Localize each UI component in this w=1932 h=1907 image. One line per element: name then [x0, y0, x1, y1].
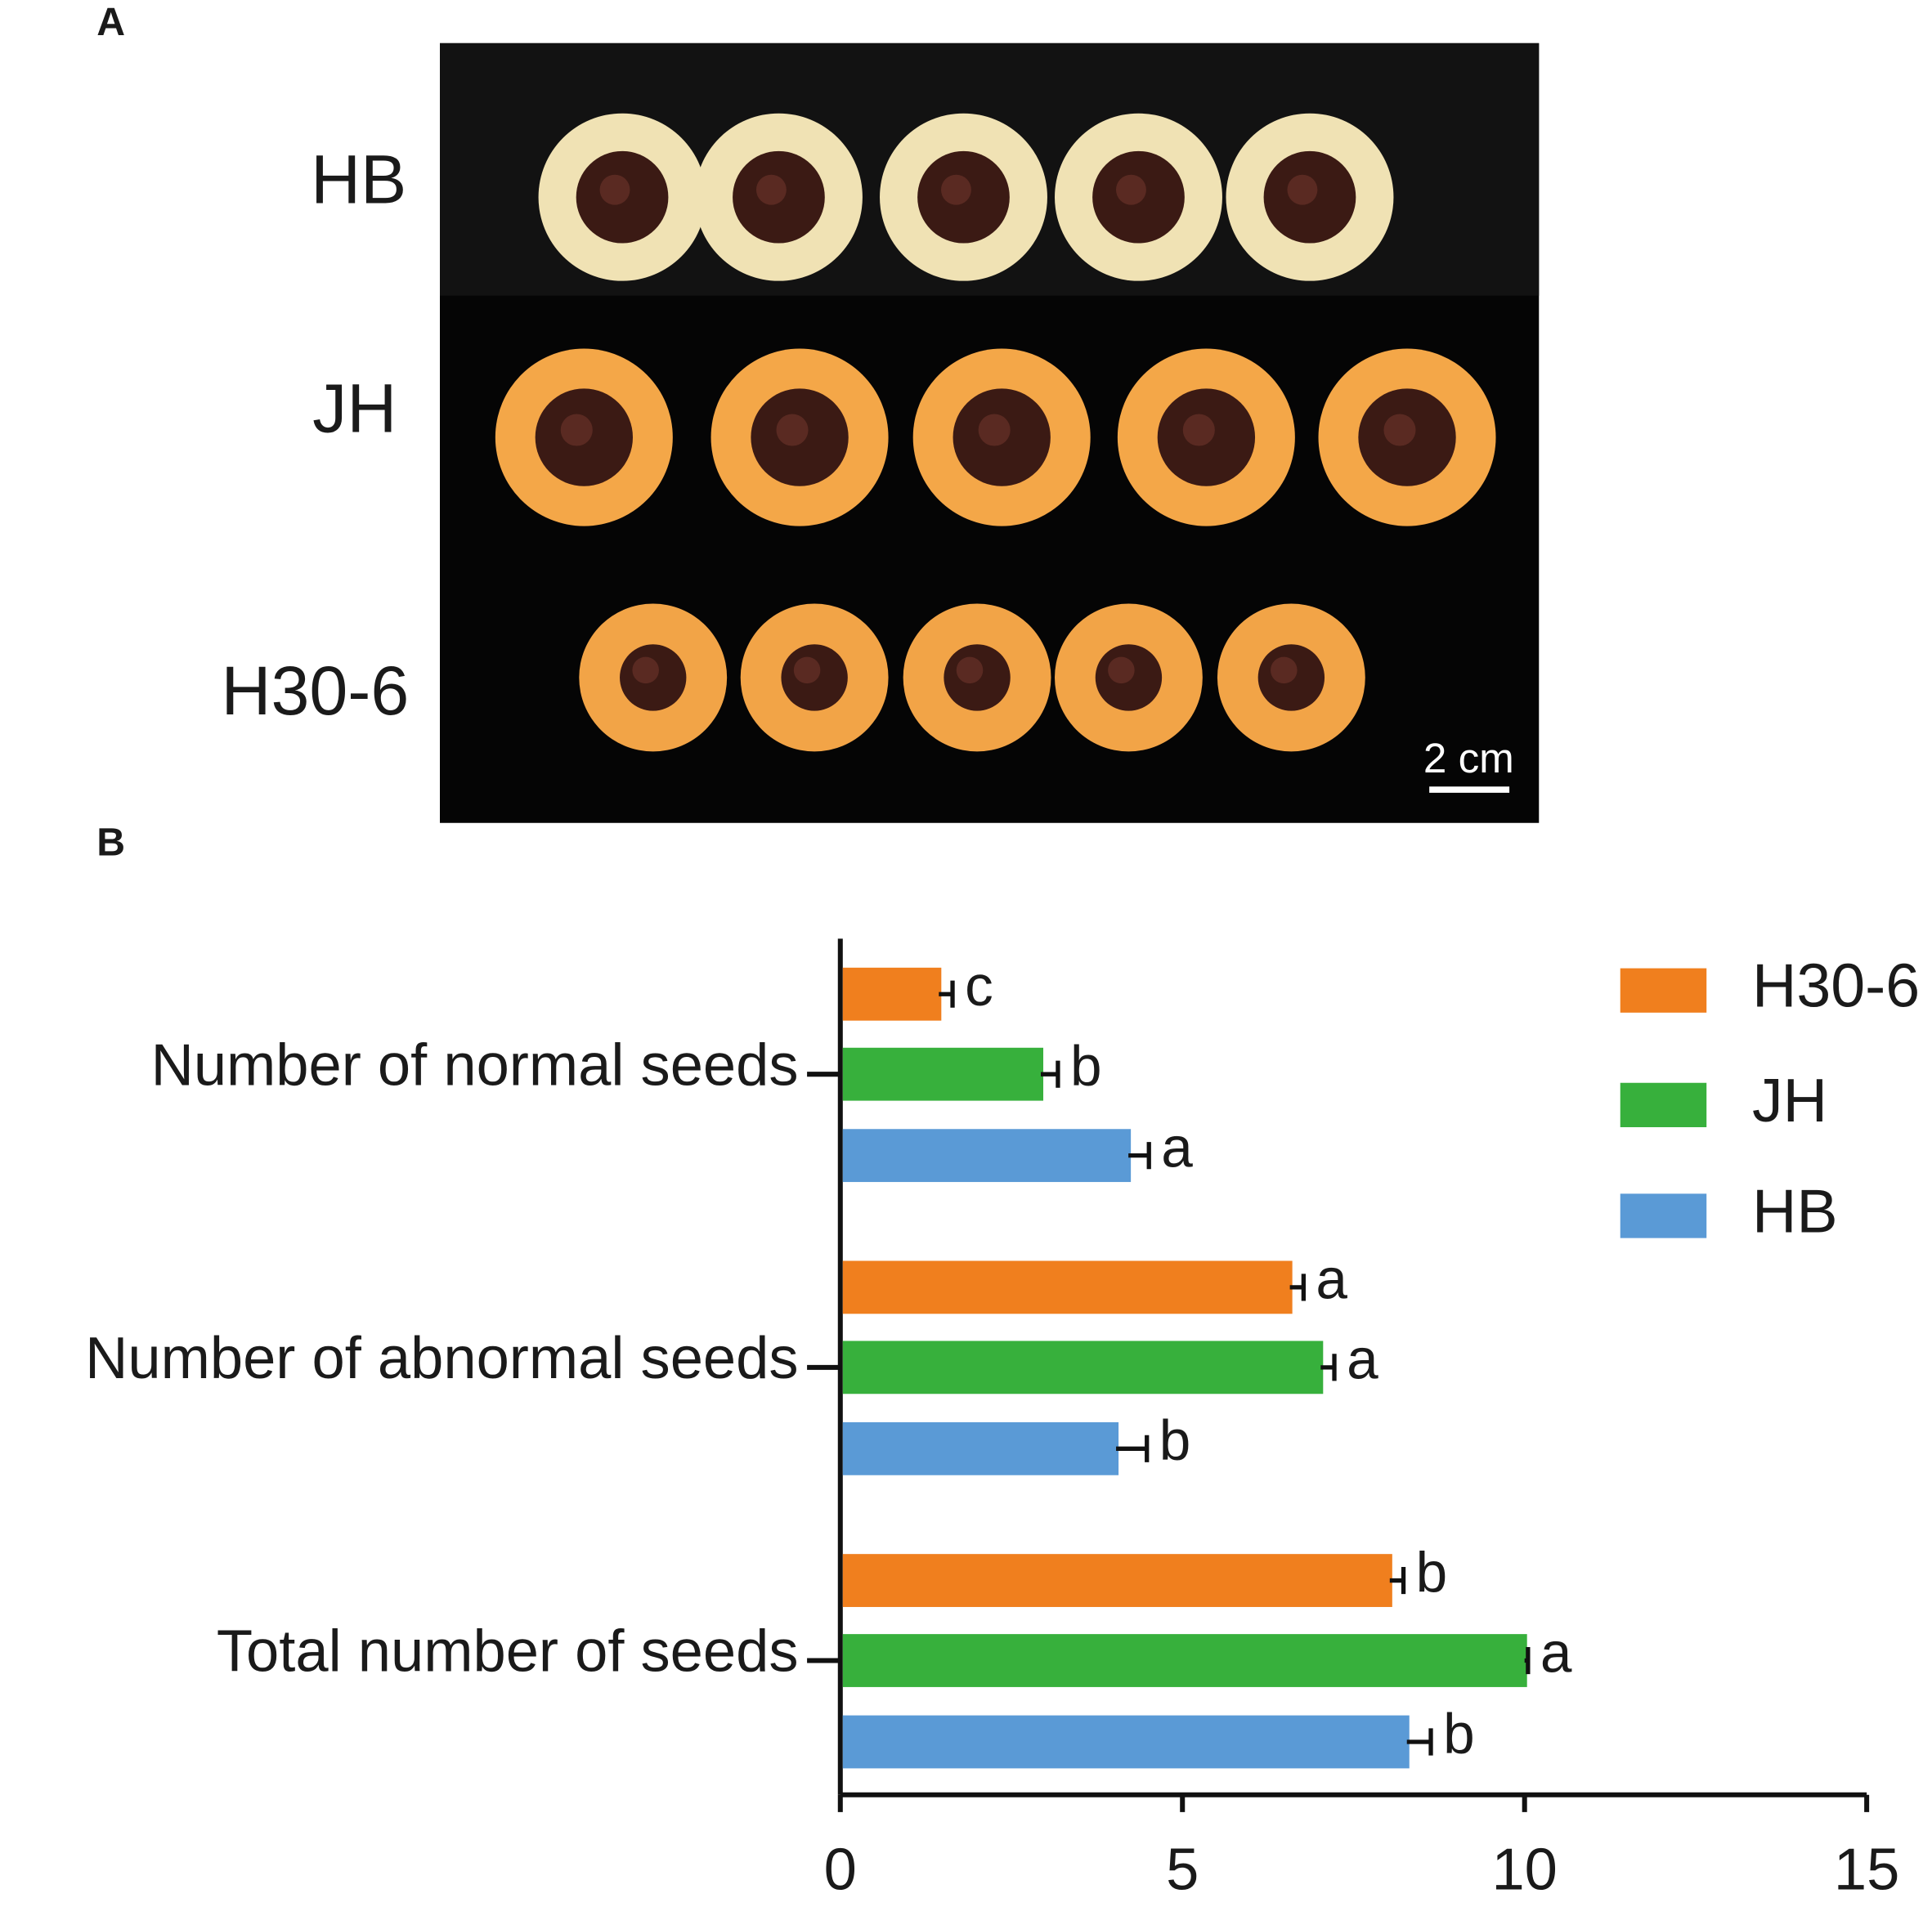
seed-highlight [776, 414, 809, 446]
bar [842, 1047, 1044, 1101]
bar [842, 1715, 1410, 1769]
seed-highlight [978, 414, 1011, 446]
y-tick-label: Number of abnormal seeds [85, 1326, 798, 1391]
legend-swatch [1620, 968, 1707, 1013]
y-tick-label: Number of normal seeds [151, 1032, 799, 1098]
bar [842, 967, 942, 1021]
legend-label: HB [1752, 1176, 1838, 1245]
error-bar [1524, 1646, 1531, 1675]
significance-letter: b [1443, 1702, 1475, 1766]
bar [842, 1421, 1119, 1475]
seed-highlight [632, 656, 659, 684]
error-bar [1389, 1566, 1406, 1595]
panel-label: A [96, 0, 125, 44]
significance-letter: a [1347, 1327, 1378, 1391]
seed-highlight [1115, 174, 1146, 205]
panel-label: B [96, 821, 125, 865]
error-bar [1289, 1274, 1306, 1301]
legend-label: H30-6 [1752, 951, 1920, 1020]
photo: 2 cm [440, 43, 1540, 823]
seed-highlight [1383, 414, 1416, 446]
bar [842, 1260, 1293, 1314]
seed-highlight [560, 414, 593, 446]
error-bar [1116, 1435, 1150, 1462]
x-tick-label: 5 [1166, 1837, 1199, 1902]
seed-highlight [1287, 174, 1318, 205]
fruits [495, 113, 1496, 752]
scale-bar-label: 2 cm [1423, 735, 1514, 781]
significance-letter: a [1540, 1620, 1572, 1684]
legend-label: JH [1752, 1066, 1827, 1135]
seed-highlight [793, 656, 821, 684]
significance-letter: b [1416, 1540, 1448, 1604]
bar [842, 1129, 1132, 1183]
error-bar [1406, 1728, 1433, 1756]
row-label: HB [311, 141, 406, 217]
seed-highlight [940, 174, 971, 205]
row-label: H30-6 [222, 652, 410, 729]
significance-letter: c [965, 954, 993, 1018]
row-label: JH [312, 370, 397, 447]
legend-swatch [1620, 1082, 1707, 1127]
seed-highlight [599, 174, 630, 205]
error-bar [1040, 1060, 1060, 1088]
significance-letter: b [1159, 1408, 1191, 1472]
error-bar [1128, 1142, 1151, 1170]
error-bar [1320, 1354, 1337, 1381]
significance-letter: a [1316, 1247, 1347, 1311]
x-tick-label: 15 [1834, 1837, 1899, 1902]
x-tick-label: 10 [1491, 1837, 1557, 1902]
legend-swatch [1620, 1193, 1707, 1238]
seed-highlight [1182, 414, 1215, 446]
seed-highlight [1271, 656, 1298, 684]
error-bar [939, 980, 955, 1008]
bar [842, 1341, 1324, 1394]
bar [842, 1634, 1527, 1687]
significance-letter: a [1161, 1115, 1193, 1179]
seed-highlight [956, 656, 984, 684]
seed-highlight [1108, 656, 1135, 684]
bar [842, 1554, 1392, 1607]
seed-highlight [755, 174, 787, 205]
y-tick-label: Total number of seeds [217, 1619, 799, 1685]
significance-letter: b [1070, 1034, 1102, 1098]
x-tick-label: 0 [824, 1837, 857, 1902]
